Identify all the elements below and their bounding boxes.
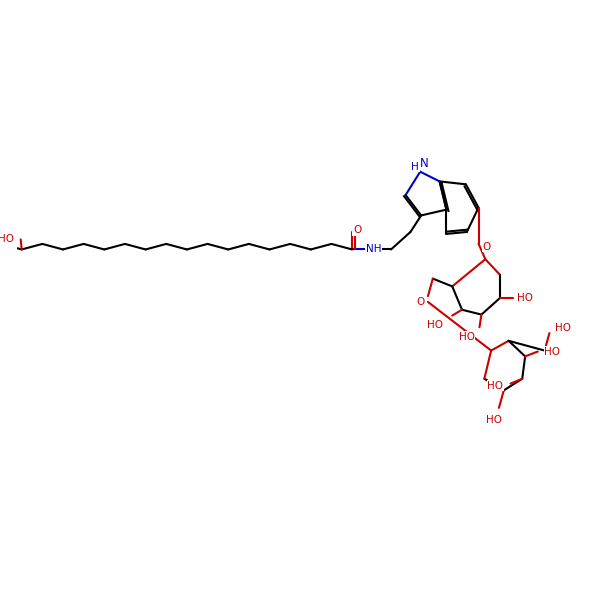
Text: O: O <box>482 242 490 251</box>
Text: HO: HO <box>487 380 503 391</box>
Text: N: N <box>419 157 428 170</box>
Text: H: H <box>412 162 419 172</box>
Text: HO: HO <box>517 293 533 303</box>
Text: NH: NH <box>366 244 381 254</box>
Text: O: O <box>416 297 424 307</box>
Text: O: O <box>353 225 361 235</box>
Text: HO: HO <box>555 323 571 333</box>
Text: HO: HO <box>544 347 560 356</box>
Text: HO: HO <box>0 235 14 244</box>
Text: HO: HO <box>427 320 443 330</box>
Text: HO: HO <box>459 332 475 342</box>
Text: HO: HO <box>486 415 502 425</box>
